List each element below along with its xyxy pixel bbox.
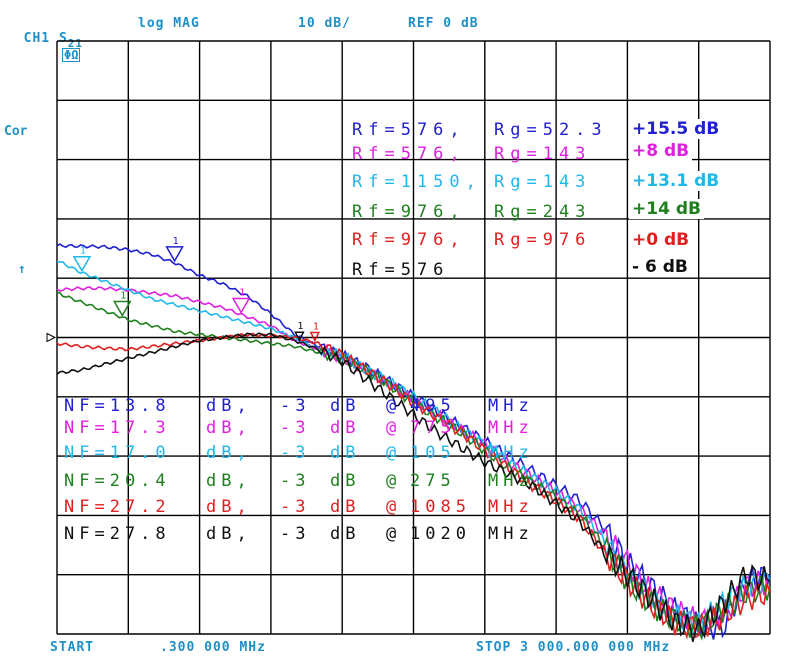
trace-6 [56,332,771,642]
nf-row-2-freq: 775 [410,418,456,438]
nf-row-4-bw: -3 [280,471,311,491]
nf-row-2-unit: dB, [206,418,252,438]
nf-row-1-bw-unit: dB [330,396,361,416]
legend-rg-3: Rg=143 [494,172,592,192]
nf-row-1-freq: 495 [410,396,456,416]
nf-row-5-nf: NF=27.2 [64,497,171,517]
nf-row-3-unit: dB, [206,443,252,463]
marker-3-icon [72,255,92,273]
nf-row-5-freq: 1085 [410,497,471,517]
legend-rf-4: Rf=976, [352,202,466,222]
trace-5 [56,332,771,640]
legend-rf-2: Rf=576, [352,144,466,164]
nf-row-6-bw: -3 [280,524,311,544]
scale-label: 10 dB/ [298,16,351,31]
averaging-badge: ΦΩ [62,48,81,62]
legend-rf-6: Rf=576 [352,260,450,280]
nf-row-1-at: @ [386,396,402,416]
nf-row-2-nf: NF=17.3 [64,418,171,438]
legend-rg-5: Rg=976 [494,230,592,250]
nf-row-1-nf: NF=13.8 [64,396,171,416]
marker-4-number: 1 [120,290,126,301]
legend-gain-4: +14 dB [629,199,704,219]
legend-rf-3: Rf=1150, [352,172,482,192]
format-label: log MAG [138,16,200,31]
marker-5-icon [309,331,321,343]
nf-row-3-freq-unit: MHz [488,443,534,463]
nf-row-3-freq: 105 [410,443,456,463]
ref-position-arrow-icon: ↑ [18,262,26,277]
correction-label: Cor [4,124,28,139]
marker-3-number: 1 [80,246,86,257]
marker-6-number: 1 [297,321,303,332]
nf-row-4-at: @ [386,471,402,491]
nf-row-5-bw-unit: dB [330,497,361,517]
nf-row-2-freq-unit: MHz [488,418,534,438]
nf-row-1-bw: -3 [280,396,311,416]
marker-2-icon [231,297,251,315]
nf-row-5-freq-unit: MHz [488,497,534,517]
nf-row-2-bw-unit: dB [330,418,361,438]
nf-row-6-freq-unit: MHz [488,524,534,544]
marker-4-icon [113,300,132,317]
start-label: START [50,640,95,655]
nf-row-6-at: @ [386,524,402,544]
legend-gain-5: +0 dB [629,230,693,250]
stop-label: STOP 3 000.000 000 MHz [476,640,671,655]
nf-row-6-nf: NF=27.8 [64,524,171,544]
channel-label: CH1 S21 [23,31,84,50]
nf-row-6-freq: 1020 [410,524,471,544]
marker-2-number: 1 [239,288,245,299]
nf-row-5-unit: dB, [206,497,252,517]
nf-row-6-unit: dB, [206,524,252,544]
legend-rg-1: Rg=52.3 [494,120,608,140]
nf-row-3-nf: NF=17.0 [64,443,171,463]
marker-5-number: 1 [313,322,319,333]
marker-1-icon [165,246,184,263]
nf-row-3-bw-unit: dB [330,443,361,463]
legend-rg-2: Rg=143 [494,144,592,164]
legend-rf-1: Rf=576, [352,120,466,140]
nf-row-6-bw-unit: dB [330,524,361,544]
nf-row-2-at: @ [386,418,402,438]
legend-rg-4: Rg=243 [494,202,592,222]
channel-subscript: 21 [67,37,84,50]
legend-gain-2: +8 dB [629,141,693,161]
trace-1 [56,243,771,640]
nf-row-4-unit: dB, [206,471,252,491]
legend-gain-1: +15.5 dB [629,119,723,139]
nf-row-3-bw: -3 [280,443,311,463]
nf-row-3-at: @ [386,443,402,463]
nf-row-5-at: @ [386,497,402,517]
nf-row-2-bw: -3 [280,418,311,438]
nf-row-4-bw-unit: dB [330,471,361,491]
marker-1-number: 1 [173,236,179,247]
marker-6-icon [294,331,305,342]
legend-gain-3: +13.1 dB [629,171,723,191]
nf-row-4-freq-unit: MHz [488,471,534,491]
nf-row-5-bw: -3 [280,497,311,517]
reference-level-marker-icon [46,332,57,343]
legend-gain-6: - 6 dB [629,257,691,277]
nf-row-1-unit: dB, [206,396,252,416]
nf-row-1-freq-unit: MHz [488,396,534,416]
legend-rf-5: Rf=976, [352,230,466,250]
nf-row-4-nf: NF=20.4 [64,471,171,491]
nf-row-4-freq: 275 [410,471,456,491]
reference-label: REF 0 dB [408,16,479,31]
start-frequency: .300 000 MHz [160,640,266,655]
